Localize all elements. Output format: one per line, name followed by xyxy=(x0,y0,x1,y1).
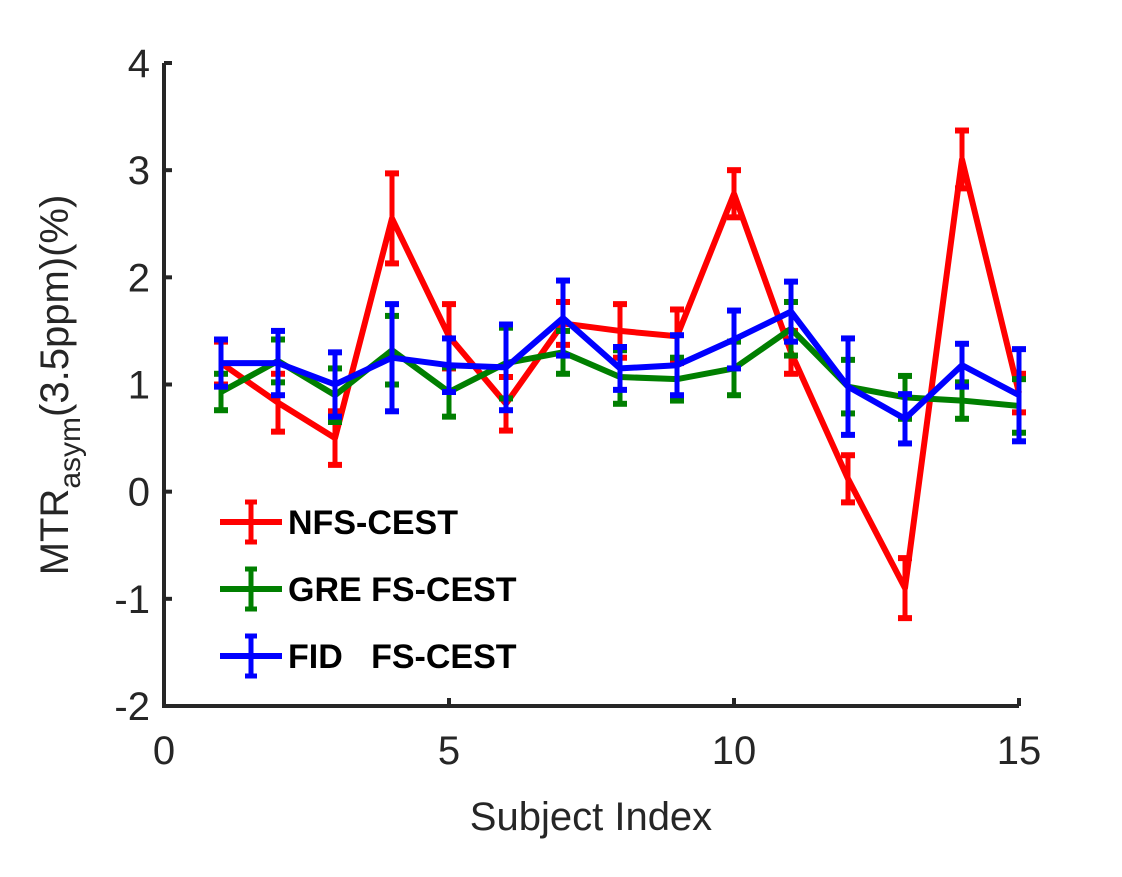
legend: NFS-CEST GRE FS-CEST FID FS-CEST xyxy=(220,502,517,676)
legend-label: NFS-CEST xyxy=(288,504,458,542)
y-tick-label: 1 xyxy=(128,364,150,408)
y-axis-label: MTRasym(3.5ppm)(%) xyxy=(33,195,87,576)
y-tick-label: 3 xyxy=(128,149,150,193)
y-tick-label: 0 xyxy=(128,471,150,515)
x-tick-label: 0 xyxy=(153,729,175,773)
y-tick-label: 2 xyxy=(128,256,150,300)
x-axis-label: Subject Index xyxy=(470,795,712,839)
legend-label: GRE FS-CEST xyxy=(288,571,517,609)
y-tick-label: 4 xyxy=(128,42,150,86)
x-tick-label: 15 xyxy=(997,729,1042,773)
y-tick-label: -1 xyxy=(114,578,150,622)
y-tick-label: -2 xyxy=(114,685,150,729)
x-tick-label: 5 xyxy=(438,729,460,773)
plot-area xyxy=(214,131,1026,619)
x-tick-label: 10 xyxy=(712,729,757,773)
legend-label: FID FS-CEST xyxy=(288,638,517,676)
